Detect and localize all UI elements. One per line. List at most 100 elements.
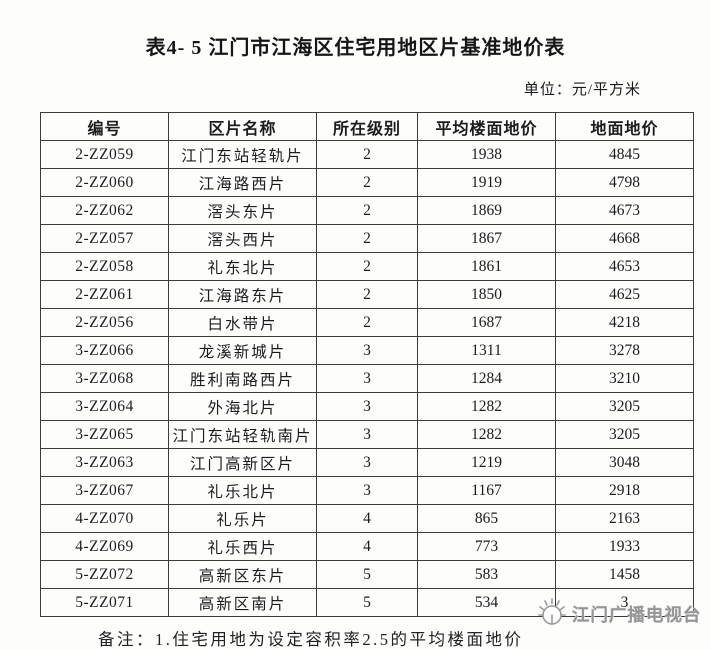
cell-name: 礼乐北片 <box>168 476 317 505</box>
cell-level: 4 <box>316 532 418 561</box>
cell-floor-price: 1919 <box>417 168 556 197</box>
cell-code: 4-ZZ070 <box>40 504 169 533</box>
table-row: 3-ZZ066 龙溪新城片 3 1311 3278 <box>40 336 694 365</box>
cell-floor-price: 1282 <box>417 392 556 421</box>
cell-floor-price: 583 <box>417 560 556 589</box>
cell-level: 2 <box>316 252 418 281</box>
page-title: 表4- 5 江门市江海区住宅用地区片基准地价表 <box>145 37 566 59</box>
cell-name: 江海路东片 <box>168 280 317 309</box>
cell-code: 4-ZZ069 <box>40 532 169 561</box>
cell-level: 2 <box>316 168 418 197</box>
cell-floor-price: 1284 <box>417 364 556 393</box>
footnote: 备注：1.住宅用地为设定容积率2.5的平均楼面地价 <box>98 630 524 649</box>
cell-code: 5-ZZ071 <box>40 588 169 617</box>
cell-ground-price: 3048 <box>555 448 694 477</box>
cell-level: 3 <box>316 420 418 449</box>
cell-name: 外海北片 <box>168 392 317 421</box>
cell-name: 滘头西片 <box>168 224 317 253</box>
cell-level: 3 <box>316 364 418 393</box>
cell-name: 白水带片 <box>168 308 317 337</box>
cell-code: 3-ZZ065 <box>40 420 169 449</box>
cell-floor-price: 1869 <box>417 196 556 225</box>
table-row: 2-ZZ059 江门东站轻轨片 2 1938 4845 <box>40 140 694 169</box>
cell-floor-price: 1219 <box>417 448 556 477</box>
cell-name: 高新区东片 <box>168 560 317 589</box>
table-row: 2-ZZ056 白水带片 2 1687 4218 <box>40 308 694 337</box>
cell-name: 礼乐西片 <box>168 532 317 561</box>
cell-level: 3 <box>316 392 418 421</box>
header-cell-ground-price: 地面地价 <box>555 112 694 141</box>
cell-level: 3 <box>316 336 418 365</box>
cell-ground-price: 3278 <box>555 336 694 365</box>
cell-name: 滘头东片 <box>168 196 317 225</box>
cell-name: 江海路西片 <box>168 168 317 197</box>
cell-floor-price: 1687 <box>417 308 556 337</box>
cell-floor-price: 1282 <box>417 420 556 449</box>
cell-name: 龙溪新城片 <box>168 336 317 365</box>
cell-ground-price: 4845 <box>555 140 694 169</box>
cell-name: 高新区南片 <box>168 588 317 617</box>
cell-level: 3 <box>316 476 418 505</box>
cell-name: 礼乐片 <box>168 504 317 533</box>
cell-code: 3-ZZ064 <box>40 392 169 421</box>
cell-code: 3-ZZ063 <box>40 448 169 477</box>
cell-code: 2-ZZ056 <box>40 308 169 337</box>
table-row: 3-ZZ063 江门高新区片 3 1219 3048 <box>40 448 694 477</box>
table-row: 2-ZZ062 滘头东片 2 1869 4673 <box>40 196 694 225</box>
cell-level: 5 <box>316 588 418 617</box>
table-body: 2-ZZ059 江门东站轻轨片 2 1938 4845 2-ZZ060 江海路西片 2 1919… <box>40 140 694 617</box>
table-header-row: 编号 区片名称 所在级别 平均楼面地价 地面地价 <box>40 112 694 141</box>
cell-code: 3-ZZ068 <box>40 364 169 393</box>
cell-floor-price: 1867 <box>417 224 556 253</box>
cell-name: 江门高新区片 <box>168 448 317 477</box>
cell-ground-price: 3205 <box>555 392 694 421</box>
cell-name: 江门东站轻轨片 <box>168 140 317 169</box>
cell-level: 2 <box>316 308 418 337</box>
cell-code: 2-ZZ062 <box>40 196 169 225</box>
table-row: 3-ZZ064 外海北片 3 1282 3205 <box>40 392 694 421</box>
cell-ground-price: 4798 <box>555 168 694 197</box>
cell-level: 3 <box>316 448 418 477</box>
table-row: 3-ZZ067 礼乐北片 3 1167 2918 <box>40 476 694 505</box>
cell-ground-price: 2163 <box>555 504 694 533</box>
header-cell-floor-price: 平均楼面地价 <box>417 112 556 141</box>
cell-code: 2-ZZ061 <box>40 280 169 309</box>
cell-ground-price: 4625 <box>555 280 694 309</box>
cell-code: 2-ZZ058 <box>40 252 169 281</box>
table-row: 2-ZZ060 江海路西片 2 1919 4798 <box>40 168 694 197</box>
cell-level: 2 <box>316 196 418 225</box>
cell-name: 江门东站轻轨南片 <box>168 420 317 449</box>
cell-floor-price: 1167 <box>417 476 556 505</box>
cell-code: 3-ZZ067 <box>40 476 169 505</box>
cell-level: 5 <box>316 560 418 589</box>
cell-code: 3-ZZ066 <box>40 336 169 365</box>
cell-ground-price: 1458 <box>555 560 694 589</box>
table-row: 2-ZZ058 礼东北片 2 1861 4653 <box>40 252 694 281</box>
header-cell-level: 所在级别 <box>316 112 418 141</box>
table-row: 3-ZZ065 江门东站轻轨南片 3 1282 3205 <box>40 420 694 449</box>
cell-ground-price: 4653 <box>555 252 694 281</box>
cell-floor-price: 865 <box>417 504 556 533</box>
cell-level: 2 <box>316 224 418 253</box>
cell-level: 4 <box>316 504 418 533</box>
table-row: 4-ZZ069 礼乐西片 4 773 1933 <box>40 532 694 561</box>
cell-floor-price: 1850 <box>417 280 556 309</box>
cell-name: 胜利南路西片 <box>168 364 317 393</box>
header-cell-code: 编号 <box>40 112 169 141</box>
cell-ground-price: 3210 <box>555 364 694 393</box>
table-row: 5-ZZ071 高新区南片 5 534 3 <box>40 588 694 617</box>
cell-code: 2-ZZ057 <box>40 224 169 253</box>
cell-name: 礼东北片 <box>168 252 317 281</box>
cell-floor-price: 1861 <box>417 252 556 281</box>
table-row: 2-ZZ057 滘头西片 2 1867 4668 <box>40 224 694 253</box>
table-row: 2-ZZ061 江海路东片 2 1850 4625 <box>40 280 694 309</box>
cell-code: 2-ZZ060 <box>40 168 169 197</box>
header-cell-name: 区片名称 <box>168 112 317 141</box>
cell-ground-price: 3205 <box>555 420 694 449</box>
cell-ground-price: 4668 <box>555 224 694 253</box>
cell-level: 2 <box>316 280 418 309</box>
table-row: 3-ZZ068 胜利南路西片 3 1284 3210 <box>40 364 694 393</box>
cell-level: 2 <box>316 140 418 169</box>
cell-floor-price: 1938 <box>417 140 556 169</box>
benchmark-land-price-table: 编号 区片名称 所在级别 平均楼面地价 地面地价 2-ZZ059 江门东站轻轨片 2… <box>40 112 694 617</box>
